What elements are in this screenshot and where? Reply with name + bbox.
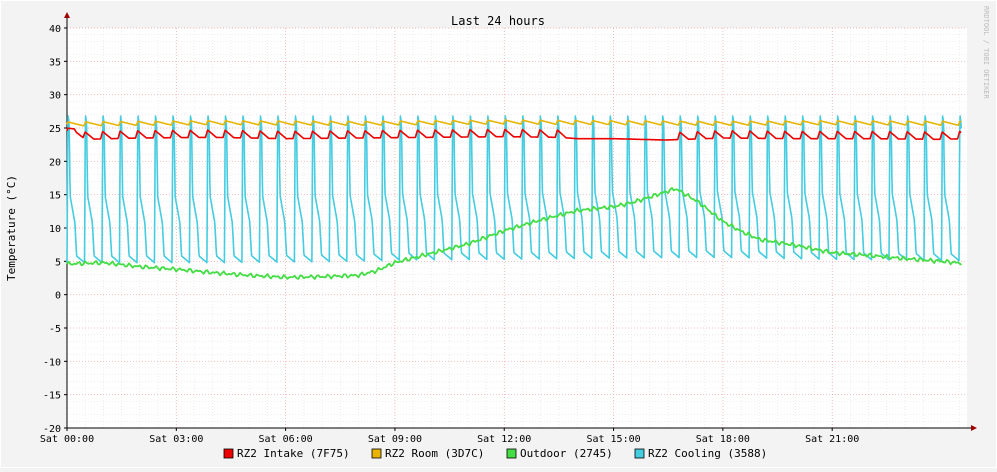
legend-entry: RZ2 Room (3D7C) [371,447,484,460]
y-tick-label: 15 [49,191,61,202]
y-tick-label: -5 [49,324,61,335]
legend-label: RZ2 Room (3D7C) [385,447,484,460]
y-tick-label: 40 [49,24,61,35]
x-axis-arrow [971,425,977,431]
legend-label: RZ2 Cooling (3588) [648,447,767,460]
x-tick-label: Sat 00:00 [40,434,94,445]
series-cooling-line [66,115,962,264]
legend-label: RZ2 Intake (7F75) [237,447,350,460]
x-tick-label: Sat 21:00 [805,434,859,445]
x-tick-label: Sat 12:00 [477,434,531,445]
x-tick-label: Sat 15:00 [586,434,640,445]
y-tick-label: 20 [49,157,61,168]
y-axis-label: Temperature (°C) [5,175,18,281]
series-room-line [66,119,962,127]
y-tick-label: 10 [49,224,61,235]
series-lines [66,115,962,280]
y-tick-label: 5 [55,257,61,268]
series-intake-line [66,127,962,141]
y-tick-label: -20 [43,424,61,435]
legend-swatch [634,448,645,459]
y-tick-label: -15 [43,391,61,402]
x-tick-label: Sat 18:00 [696,434,750,445]
legend-swatch [223,448,234,459]
legend: RZ2 Intake (7F75) RZ2 Room (3D7C) Outdoor … [223,447,767,460]
chart-title: Last 24 hours [451,14,545,28]
watermark: RRDTOOL / TOBI OETIKER [982,6,990,100]
y-axis-arrow [64,12,70,18]
x-tick-label: Sat 06:00 [259,434,313,445]
y-tick-label: 35 [49,57,61,68]
legend-swatch [506,448,517,459]
y-tick-label: -10 [43,357,61,368]
y-tick-label: 30 [49,91,61,102]
x-tick-label: Sat 09:00 [368,434,422,445]
legend-label: Outdoor (2745) [520,447,613,460]
y-tick-label: 0 [55,291,61,302]
legend-entry: RZ2 Cooling (3588) [634,447,767,460]
series-outdoor-line [66,187,962,280]
axes: -20 -15 -10 -5 0 5 10 15 20 25 30 35 40 Sat 00:00 Sat … [40,12,977,445]
x-tick-label: Sat 03:00 [149,434,203,445]
y-tick-label: 25 [49,124,61,135]
legend-swatch [371,448,382,459]
legend-entry: RZ2 Intake (7F75) [223,447,350,460]
legend-entry: Outdoor (2745) [506,447,613,460]
